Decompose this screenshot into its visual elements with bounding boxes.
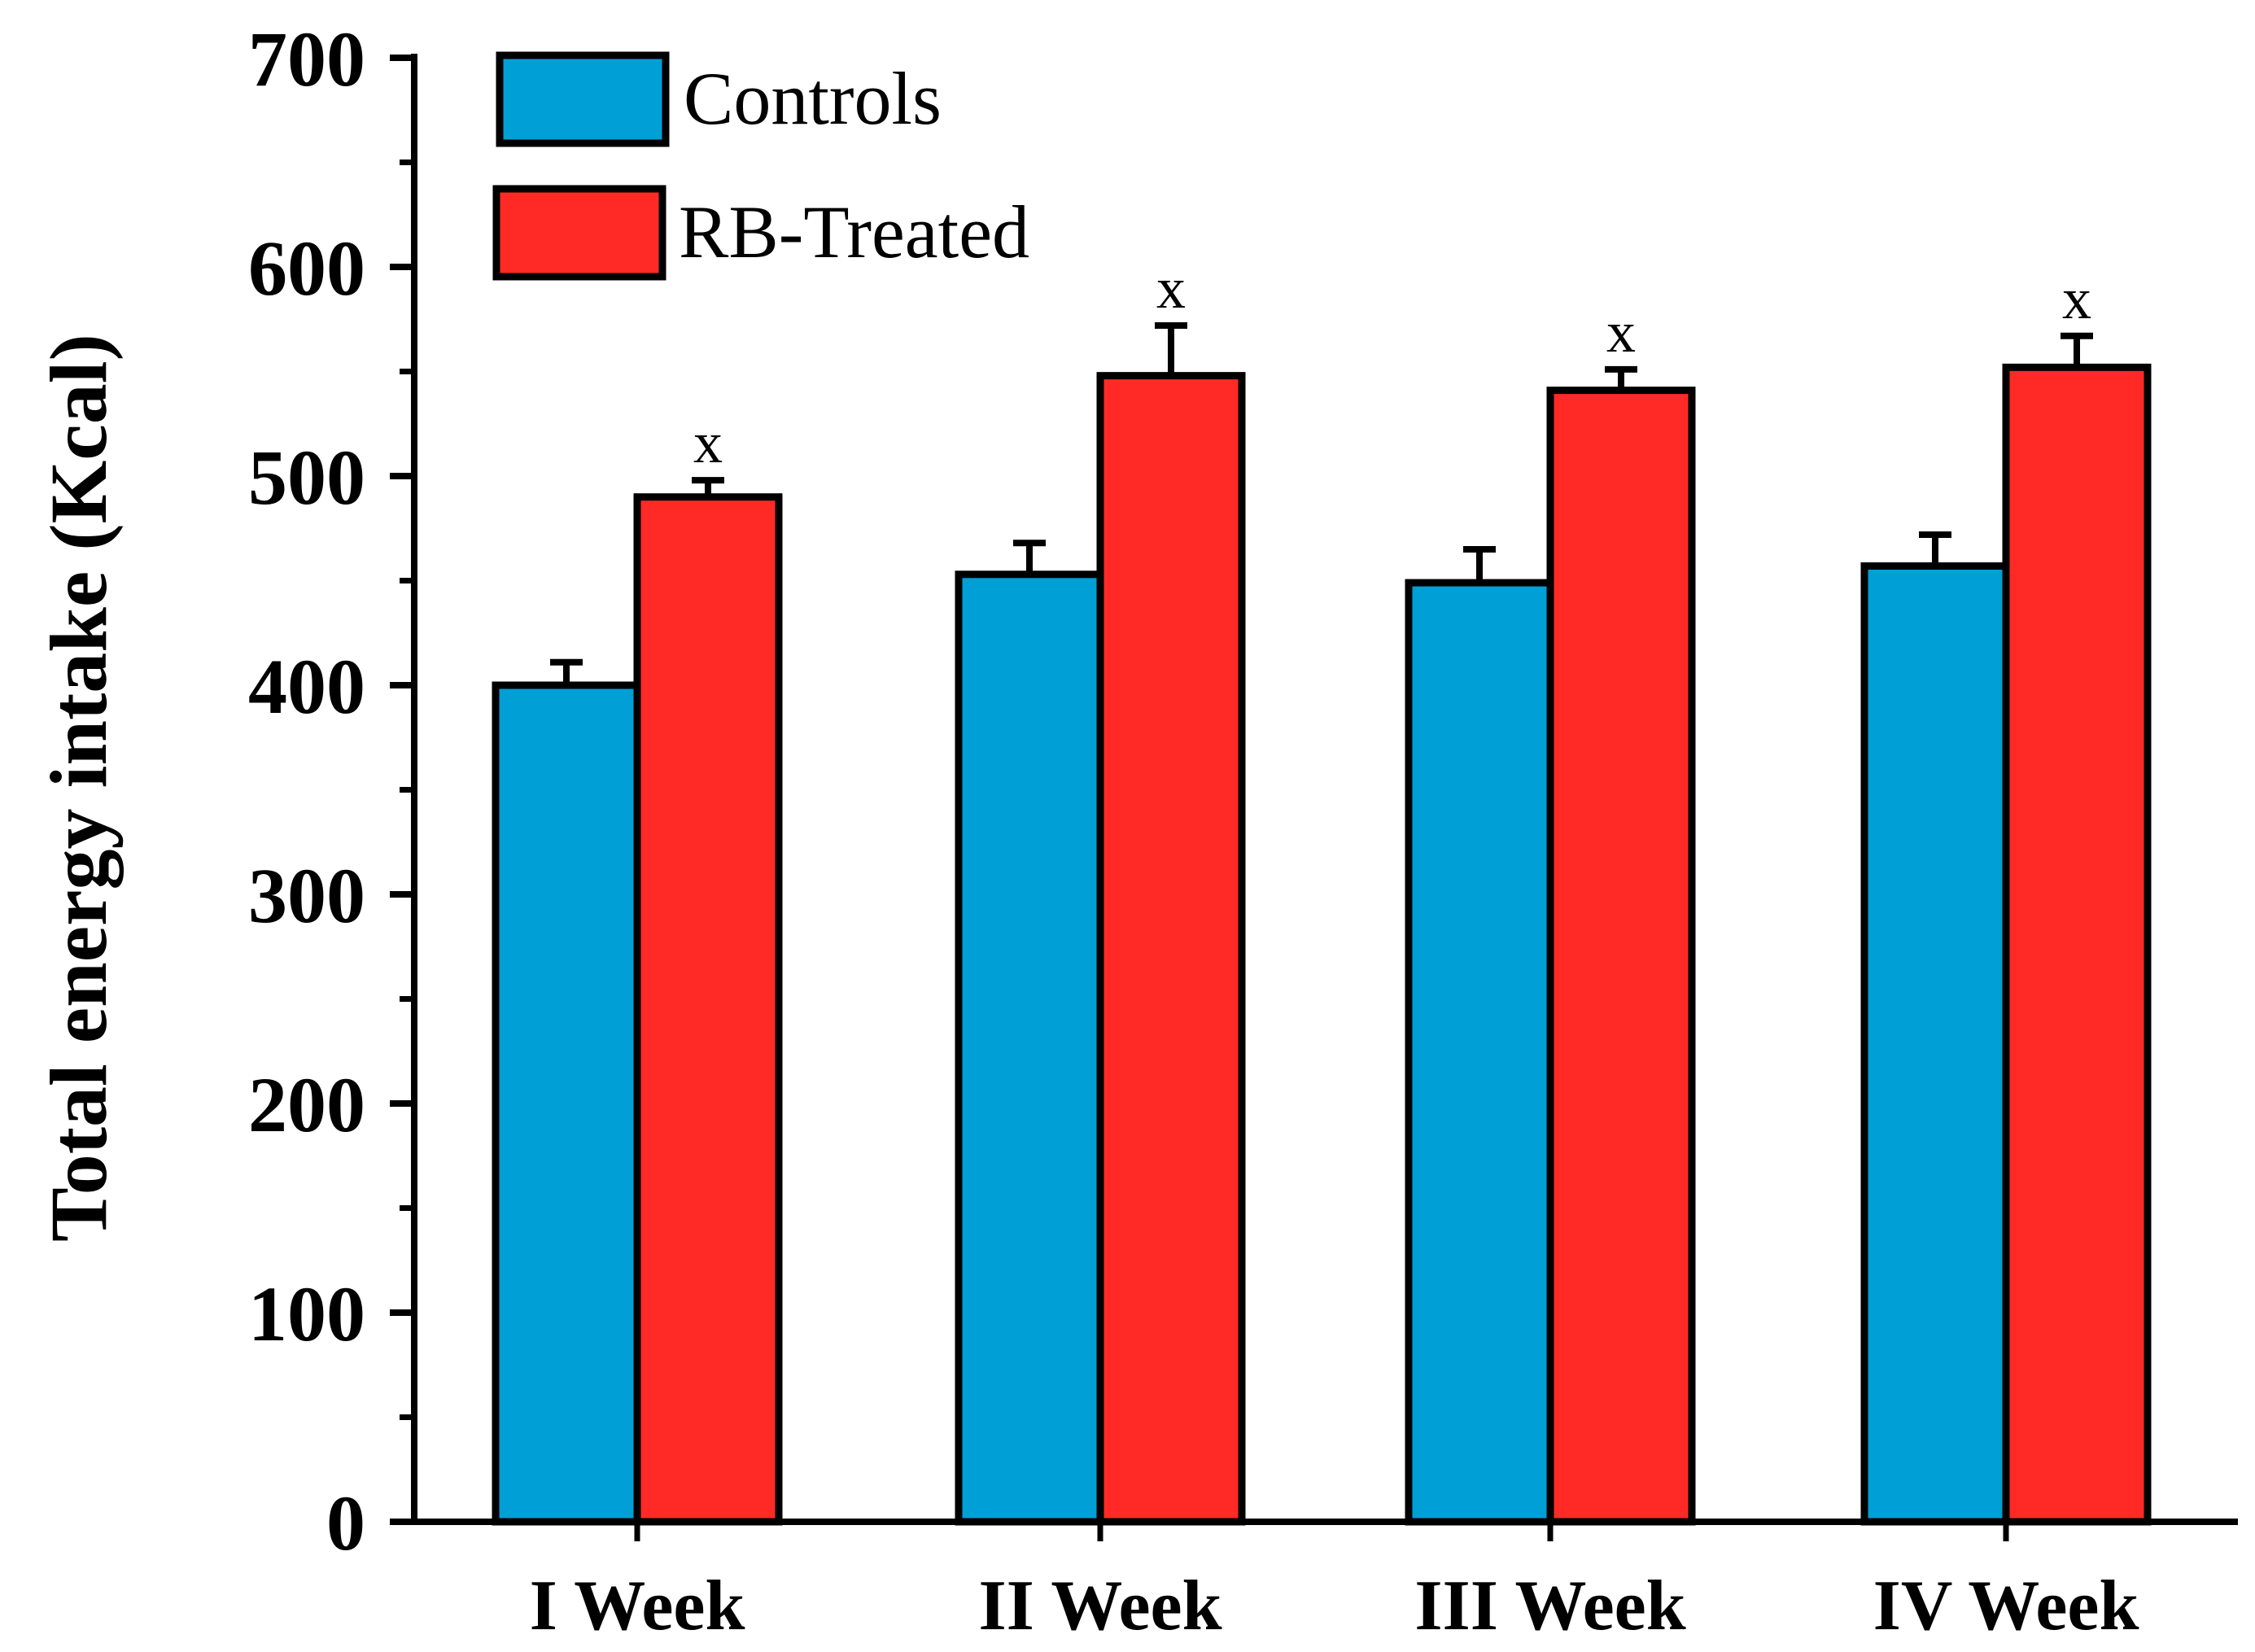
bar-controls <box>492 681 641 1526</box>
significance-marker: x <box>1606 299 1636 365</box>
y-tick-label: 400 <box>248 643 365 730</box>
bar-rb-treated <box>1096 372 1246 1526</box>
legend-label-controls: Controls <box>684 57 942 140</box>
bar-controls <box>1405 579 1554 1526</box>
y-tick-label: 600 <box>248 225 365 312</box>
legend-swatch-rb-treated <box>492 185 666 281</box>
significance-marker: x <box>1156 256 1186 321</box>
bar-controls <box>955 570 1104 1526</box>
bar-controls <box>1860 562 2010 1526</box>
x-tick-label: IV Week <box>1873 1567 2139 1645</box>
y-axis-label: Total energy intake (Kcal) <box>33 334 124 1242</box>
x-tick-label: III Week <box>1414 1567 1685 1645</box>
y-tick-label: 300 <box>248 852 365 939</box>
bar-rb-treated <box>633 493 783 1526</box>
y-tick-label: 100 <box>248 1270 365 1357</box>
significance-marker: x <box>693 410 723 475</box>
legend: Controls RB-Treated <box>492 51 1029 281</box>
bar-rb-treated <box>1546 387 1696 1526</box>
significance-marker: x <box>2062 266 2091 331</box>
y-tick-label: 200 <box>248 1061 365 1148</box>
x-tick-label: II Week <box>978 1567 1221 1645</box>
y-tick-label: 500 <box>248 434 365 521</box>
y-tick-label: 0 <box>326 1479 365 1567</box>
y-tick-label: 700 <box>248 15 365 103</box>
legend-swatch-controls <box>496 51 670 147</box>
legend-label-rb-treated: RB-Treated <box>679 190 1029 273</box>
bar-rb-treated <box>2002 363 2152 1526</box>
x-tick-label: I Week <box>530 1567 745 1645</box>
